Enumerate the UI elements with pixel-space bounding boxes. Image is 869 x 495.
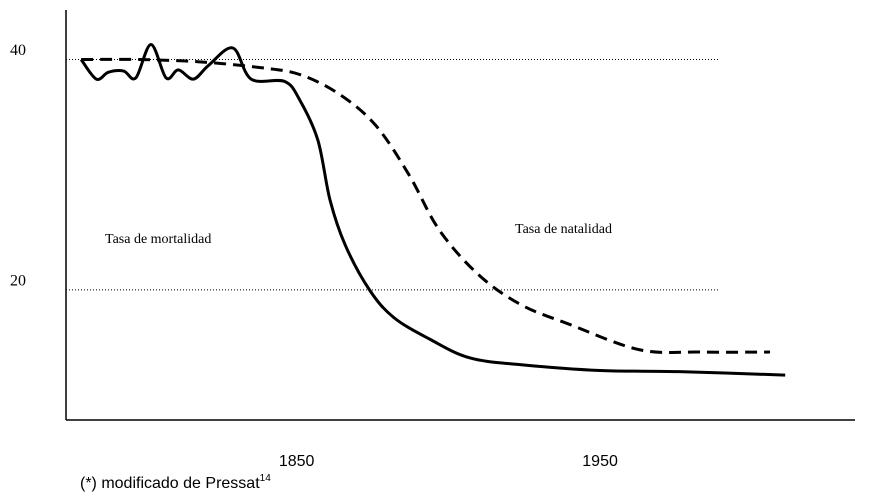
footnote: (*) modificado de Pressat14 bbox=[80, 473, 271, 493]
series-label: Tasa de mortalidad bbox=[105, 232, 211, 247]
footnote-sup: 14 bbox=[260, 473, 272, 484]
x-tick-label: 1950 bbox=[582, 453, 618, 470]
footnote-text: (*) modificado de Pressat bbox=[80, 475, 260, 492]
series-label: Tasa de natalidad bbox=[515, 222, 612, 237]
x-tick-label: 1850 bbox=[279, 453, 315, 470]
series-line bbox=[81, 57, 771, 354]
y-tick-label: 40 bbox=[10, 42, 26, 59]
series-line bbox=[79, 43, 786, 377]
y-tick-label: 20 bbox=[10, 273, 26, 290]
